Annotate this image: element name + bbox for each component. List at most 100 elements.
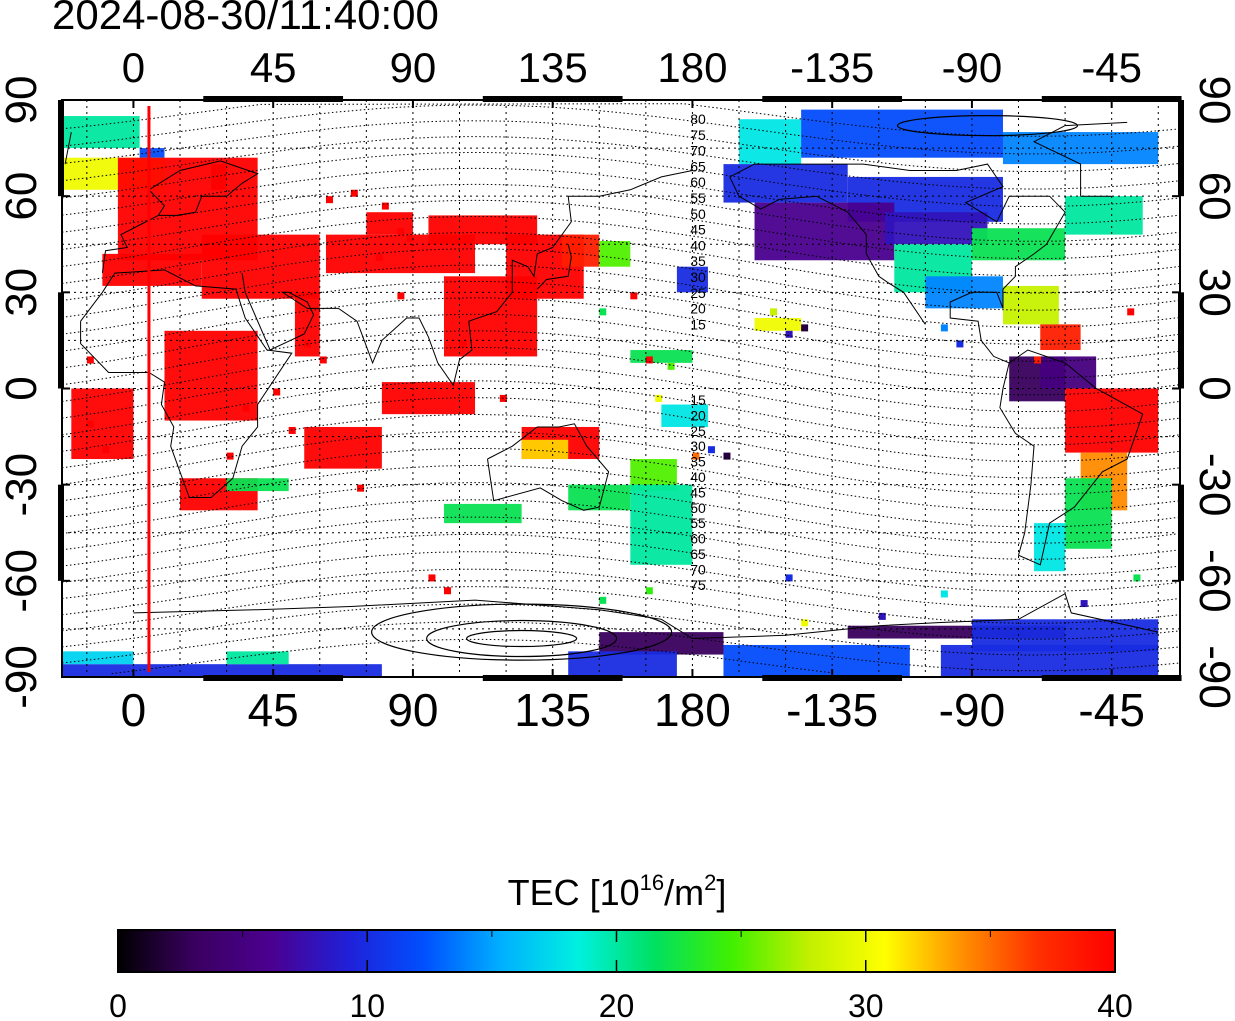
tec-cell <box>62 651 134 665</box>
tec-point <box>102 446 110 454</box>
tec-cell <box>599 632 724 655</box>
tec-point <box>692 452 700 460</box>
contour-label: 55 <box>690 190 706 206</box>
tec-point <box>1034 356 1042 364</box>
gridlines <box>62 100 1180 677</box>
frame-segment <box>482 675 623 681</box>
contour-line <box>62 248 1180 311</box>
contour-label: 55 <box>690 515 706 531</box>
x-top-tick-label: 180 <box>657 44 727 91</box>
y-left-tick-label: 60 <box>0 172 46 221</box>
contour-label: 40 <box>690 469 706 485</box>
timestamp-title: 2024-08-30/11:40:00 <box>52 0 439 38</box>
tec-point <box>357 484 365 492</box>
contour-line <box>62 568 1180 624</box>
colorbar-tick-label: 0 <box>109 988 127 1021</box>
contour-label: 65 <box>690 546 706 562</box>
contour-line <box>62 363 1180 429</box>
tec-point <box>878 612 886 620</box>
frame-segment <box>1178 100 1184 197</box>
tec-cell <box>226 478 289 492</box>
frame-segment <box>762 675 903 681</box>
colorbar-tick-label: 30 <box>848 988 884 1021</box>
tec-point <box>273 388 281 396</box>
y-left-tick-label: -90 <box>0 645 46 709</box>
contour-line <box>62 136 1180 190</box>
contour-label: 75 <box>690 127 706 143</box>
contour-label: 20 <box>690 301 706 317</box>
x-top-tick-label: 0 <box>122 44 145 91</box>
contour-label: 35 <box>690 253 706 269</box>
frame-segment <box>1178 292 1184 389</box>
tec-point <box>1080 600 1088 608</box>
y-left-tick-label: 90 <box>0 76 46 125</box>
colorbar-label: TEC [1016/m2] <box>508 870 727 913</box>
frame-segment <box>58 292 64 389</box>
tec-point <box>707 446 715 454</box>
contour-ring <box>896 115 1079 137</box>
tec-point <box>801 619 809 627</box>
contour-line <box>62 104 1180 155</box>
tec-point <box>428 574 436 582</box>
contour-label: 30 <box>690 269 706 285</box>
x-top-tick-label: -135 <box>790 44 874 91</box>
tec-point <box>459 340 467 348</box>
tec-point <box>723 452 731 460</box>
tec-point <box>599 596 607 604</box>
tec-point <box>770 308 778 316</box>
coastline <box>101 160 259 274</box>
tec-point <box>319 356 327 364</box>
contour-line <box>62 297 1180 362</box>
frame-segment <box>762 96 903 102</box>
colorbar-tick-label: 10 <box>349 988 385 1021</box>
tec-point <box>397 292 405 300</box>
contour-line <box>62 216 1180 277</box>
tec-point <box>956 340 964 348</box>
tec-cell <box>801 109 1003 158</box>
frame-segment <box>1178 484 1184 581</box>
frame-segment <box>482 96 623 102</box>
y-right-tick-label: -30 <box>1190 453 1235 517</box>
contour-ring <box>426 619 618 658</box>
x-bottom-tick-label: -135 <box>786 684 878 736</box>
contour-lines <box>62 103 1180 675</box>
contour-label: 60 <box>690 174 706 190</box>
tec-point <box>599 308 607 316</box>
tec-data-layer <box>62 109 1159 677</box>
tec-point <box>667 362 675 370</box>
tec-cell <box>211 164 227 190</box>
contour-label: 45 <box>690 484 706 500</box>
contour-label: 40 <box>690 237 706 253</box>
y-right-tick-label: 0 <box>1190 376 1235 400</box>
contour-line <box>62 120 1180 172</box>
coastline <box>536 244 572 290</box>
tec-cell <box>226 651 289 665</box>
tec-point <box>785 574 793 582</box>
contour-line <box>62 533 1180 592</box>
tec-cell <box>754 202 895 261</box>
contour-label: 60 <box>690 531 706 547</box>
frame-segment <box>58 100 64 197</box>
contour-line <box>62 516 1180 576</box>
contour-line <box>62 199 1180 260</box>
tec-cell <box>443 503 522 524</box>
contour-label: 25 <box>690 285 706 301</box>
x-axis-bottom-labels: 0 45 90 135 180 -135 -90 -45 <box>121 684 1145 736</box>
x-bottom-tick-label: 0 <box>121 684 147 736</box>
tec-point <box>1127 308 1135 316</box>
x-bottom-tick-label: 45 <box>248 684 299 736</box>
contour-line <box>62 264 1180 328</box>
contour-label: 70 <box>690 561 706 577</box>
coastline <box>729 176 926 325</box>
tec-point <box>443 587 451 595</box>
x-top-tick-label: 45 <box>250 44 297 91</box>
tec-cell <box>1002 132 1159 165</box>
tec-point <box>381 202 389 210</box>
contour-label: 25 <box>690 423 706 439</box>
tec-cell <box>630 484 693 565</box>
tec-cell <box>940 644 1159 677</box>
tec-point <box>655 394 663 402</box>
colorbar-tick-label: 40 <box>1097 988 1133 1021</box>
tec-cell <box>723 644 910 677</box>
